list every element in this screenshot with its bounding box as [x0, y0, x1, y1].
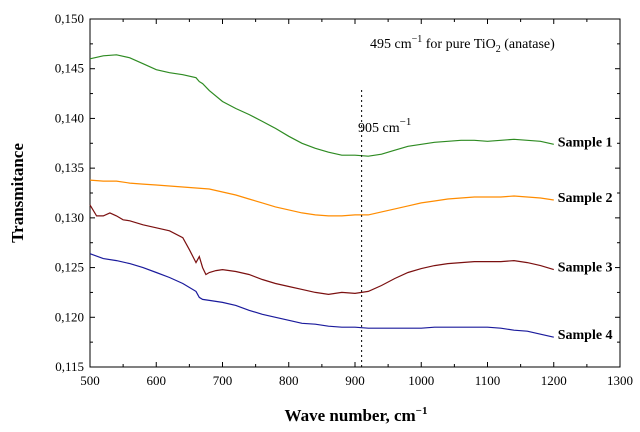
x-axis-title-text: Wave number, cm — [285, 406, 416, 425]
x-tick-label: 700 — [213, 373, 233, 388]
series-label-4: Sample 4 — [558, 328, 613, 343]
series-label-3: Sample 3 — [558, 261, 613, 276]
series-labels: Sample 1 Sample 2 Sample 3 Sample 4 — [558, 135, 613, 343]
series-line-4 — [89, 253, 554, 338]
ticks: 500 600 700 800 900 1000 1100 1200 1300 0,115 0,12… — [55, 11, 633, 388]
marker-annotation: 905 cm−1 — [358, 116, 411, 136]
axes — [89, 18, 621, 368]
x-tick-label: 1000 — [408, 373, 434, 388]
y-tick-label: 0,150 — [55, 11, 84, 26]
series-label-2: Sample 2 — [558, 191, 613, 206]
x-tick-label: 1300 — [607, 373, 633, 388]
y-tick-label: 0,120 — [55, 309, 84, 324]
y-tick-label: 0,115 — [55, 359, 84, 374]
x-tick-label: 600 — [147, 373, 167, 388]
top-annotation: 495 cm−1 for pure TiO2 (anatase) — [370, 34, 555, 55]
x-tick-label: 1100 — [475, 373, 501, 388]
y-tick-label: 0,145 — [55, 61, 84, 76]
series-line-1 — [89, 54, 554, 157]
x-tick-label: 900 — [345, 373, 365, 388]
y-tick-label: 0,135 — [55, 160, 84, 175]
x-axis-title-sup: −1 — [416, 405, 428, 417]
x-tick-label: 500 — [80, 373, 100, 388]
y-tick-label: 0,140 — [55, 110, 84, 125]
annotation-subscript: 2 — [496, 44, 501, 55]
y-axis-title: Transmitance — [8, 143, 27, 243]
plot-frame — [89, 18, 621, 368]
annotation-value-sup: −1 — [412, 34, 423, 45]
annotation-tail: (anatase) — [501, 37, 555, 52]
marker-annotation-sup: −1 — [400, 116, 412, 128]
x-tick-label: 800 — [279, 373, 299, 388]
marker-annotation-text: 905 cm — [358, 121, 400, 136]
annotation-middle: for pure TiO — [422, 37, 496, 52]
series-line-2 — [89, 179, 554, 217]
series-label-1: Sample 1 — [558, 135, 613, 150]
series-group — [89, 54, 554, 338]
annotation-value: 495 cm — [370, 37, 412, 52]
y-tick-label: 0,125 — [55, 260, 84, 275]
x-axis-title: Wave number, cm−1 — [285, 405, 428, 425]
x-tick-label: 1200 — [541, 373, 567, 388]
y-tick-label: 0,130 — [55, 210, 84, 225]
series-line-3 — [89, 204, 554, 296]
